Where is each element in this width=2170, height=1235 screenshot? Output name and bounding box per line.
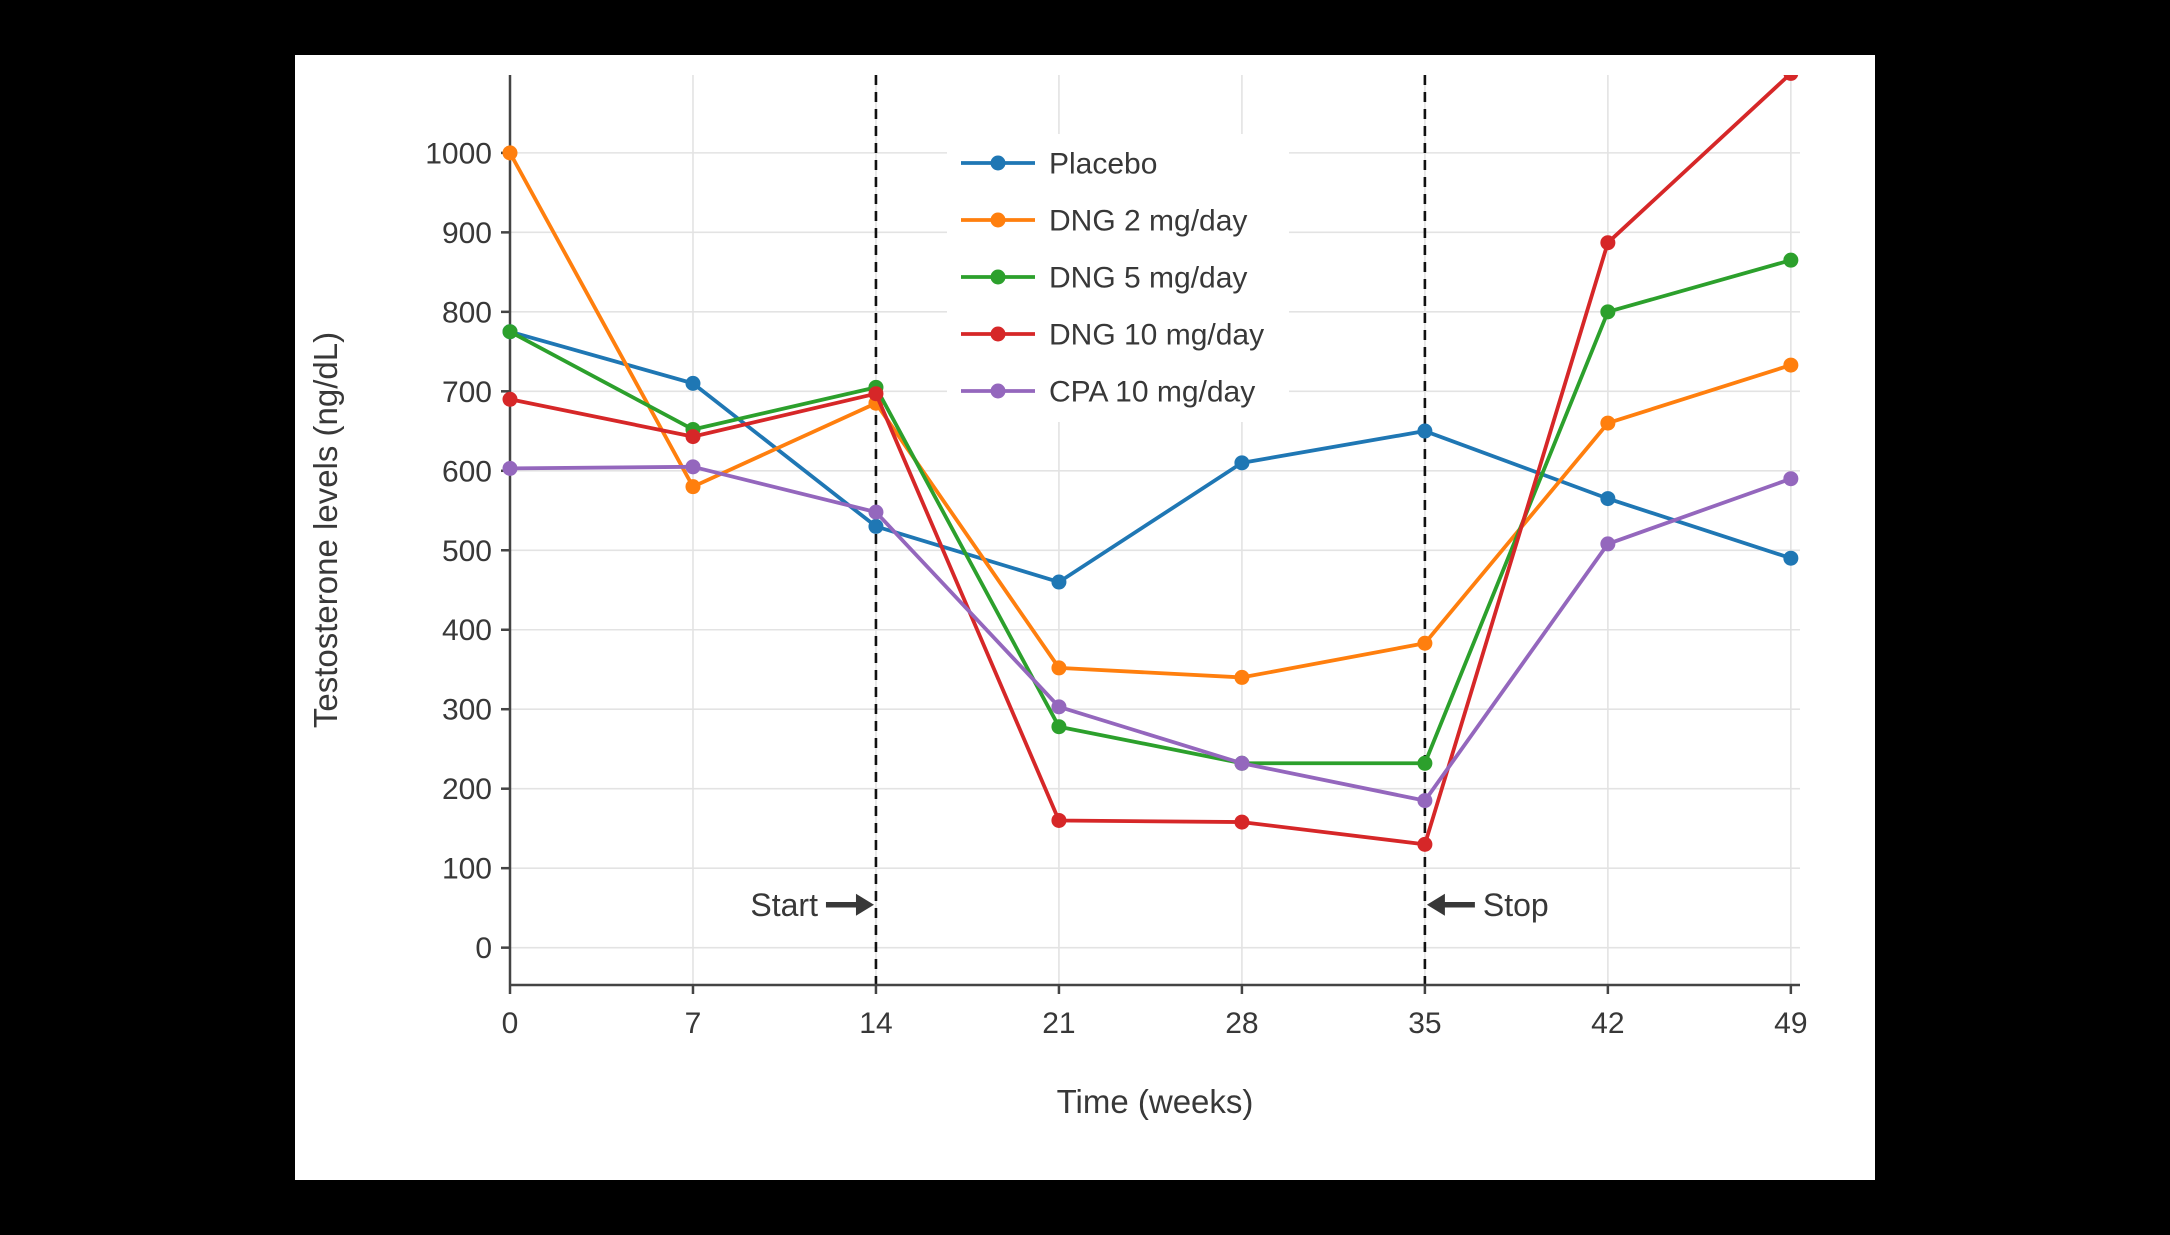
legend-label: Placebo xyxy=(1049,148,1157,181)
stop-annotation-label: Stop xyxy=(1483,887,1549,923)
x-tick-label: 35 xyxy=(1408,1007,1441,1040)
data-point-marker xyxy=(1783,471,1799,487)
data-point-marker xyxy=(1600,491,1616,507)
x-tick-label: 28 xyxy=(1225,1007,1258,1040)
y-tick-label: 200 xyxy=(442,773,492,806)
y-tick-label: 100 xyxy=(442,853,492,886)
data-point-marker xyxy=(868,504,884,520)
data-point-marker xyxy=(1600,235,1616,251)
x-tick-label: 49 xyxy=(1774,1007,1807,1040)
y-tick-label: 300 xyxy=(442,694,492,727)
y-tick-label: 600 xyxy=(442,455,492,488)
data-point-marker xyxy=(1234,455,1250,471)
start-annotation-label: Start xyxy=(750,887,818,923)
data-point-marker xyxy=(1051,699,1067,715)
y-tick-label: 900 xyxy=(442,217,492,250)
data-point-marker xyxy=(1051,812,1067,828)
data-point-marker xyxy=(868,386,884,402)
series-dng-10-mg-day xyxy=(502,75,1799,852)
data-point-marker xyxy=(502,324,518,340)
y-tick-label: 700 xyxy=(442,376,492,409)
axis-ticks: 0 7 14 21 28 35 42 49 0 100 200 300 400 500 600 700 800 9… xyxy=(425,137,1807,1040)
legend-item-dng-5-mg-day: DNG 5 mg/day xyxy=(961,262,1247,295)
x-tick-label: 21 xyxy=(1042,1007,1075,1040)
series-dng-5-mg-day xyxy=(502,252,1799,771)
data-point-marker xyxy=(1417,836,1433,852)
legend-item-placebo: Placebo xyxy=(961,148,1157,181)
legend-label: CPA 10 mg/day xyxy=(1049,376,1255,409)
y-tick-label: 1000 xyxy=(425,137,492,170)
series-cpa-10-mg-day xyxy=(502,459,1799,809)
series-group xyxy=(502,75,1799,852)
legend-item-cpa-10-mg-day: CPA 10 mg/day xyxy=(961,376,1255,409)
data-point-marker xyxy=(685,479,701,495)
series-line-dng-10-mg-day xyxy=(508,75,1792,847)
data-point-marker xyxy=(1783,357,1799,373)
data-point-marker xyxy=(1417,635,1433,651)
data-point-marker xyxy=(1051,660,1067,676)
data-point-marker xyxy=(1783,252,1799,268)
data-point-marker xyxy=(1417,793,1433,809)
testosterone-line-chart: 0 7 14 21 28 35 42 49 0 100 200 300 400 500 600 700 800 9… xyxy=(307,75,1808,1120)
x-tick-label: 7 xyxy=(685,1007,702,1040)
data-point-marker xyxy=(685,429,701,445)
data-point-marker xyxy=(685,375,701,391)
x-tick-label: 42 xyxy=(1591,1007,1624,1040)
x-axis-title: Time (weeks) xyxy=(1057,1083,1254,1120)
series-line-placebo xyxy=(508,329,1793,584)
legend: Placebo DNG 2 mg/day DNG 5 mg/day DNG 10 mg… xyxy=(947,134,1289,422)
legend-swatch-marker xyxy=(990,212,1006,228)
data-point-marker xyxy=(1783,75,1799,81)
data-point-marker xyxy=(1234,669,1250,685)
legend-label: DNG 10 mg/day xyxy=(1049,319,1264,352)
chart-content: 0 7 14 21 28 35 42 49 0 100 200 300 400 500 600 700 800 9… xyxy=(425,75,1808,1040)
stop-left-arrow-icon xyxy=(1426,893,1445,916)
data-point-marker xyxy=(868,518,884,534)
data-point-marker xyxy=(1234,814,1250,830)
y-tick-label: 500 xyxy=(442,535,492,568)
x-tick-label: 14 xyxy=(859,1007,892,1040)
annotation-stop: Stop xyxy=(1426,887,1549,923)
data-point-marker xyxy=(1051,574,1067,590)
legend-swatch-marker xyxy=(990,326,1006,342)
legend-item-dng-10-mg-day: DNG 10 mg/day xyxy=(961,319,1264,352)
data-point-marker xyxy=(1600,304,1616,320)
y-tick-label: 0 xyxy=(475,932,492,965)
data-point-marker xyxy=(502,460,518,476)
y-axis-title: Testosterone levels (ng/dL) xyxy=(307,332,344,728)
legend-swatch-marker xyxy=(990,155,1006,171)
legend-item-dng-2-mg-day: DNG 2 mg/day xyxy=(961,205,1247,238)
legend-swatch-marker xyxy=(990,269,1006,285)
data-point-marker xyxy=(1051,719,1067,735)
y-tick-label: 800 xyxy=(442,296,492,329)
series-line-cpa-10-mg-day xyxy=(508,464,1793,803)
data-point-marker xyxy=(1783,550,1799,566)
x-tick-label: 0 xyxy=(502,1007,519,1040)
data-point-marker xyxy=(502,391,518,407)
legend-label: DNG 5 mg/day xyxy=(1049,262,1247,295)
start-right-arrow-icon xyxy=(855,893,874,916)
data-point-marker xyxy=(685,459,701,475)
annotation-start: Start xyxy=(750,887,874,923)
legend-label: DNG 2 mg/day xyxy=(1049,205,1247,238)
data-point-marker xyxy=(502,145,518,161)
chart-panel: 0 7 14 21 28 35 42 49 0 100 200 300 400 500 600 700 800 9… xyxy=(295,55,1875,1180)
data-point-marker xyxy=(1600,415,1616,431)
data-point-marker xyxy=(1417,423,1433,439)
data-point-marker xyxy=(1234,755,1250,771)
series-line-dng-5-mg-day xyxy=(508,258,1793,766)
legend-swatch-marker xyxy=(990,383,1006,399)
data-point-marker xyxy=(1600,536,1616,552)
y-tick-label: 400 xyxy=(442,614,492,647)
data-point-marker xyxy=(1417,755,1433,771)
